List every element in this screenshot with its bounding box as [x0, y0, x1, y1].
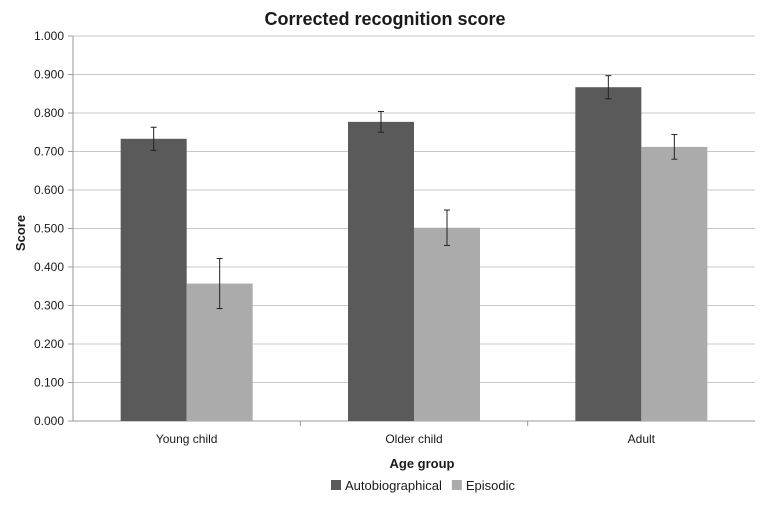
chart-title: Corrected recognition score [264, 9, 505, 29]
x-tick-label: Adult [628, 432, 656, 446]
legend: Autobiographical Episodic [331, 478, 515, 493]
y-tick-label: 1.000 [34, 29, 64, 43]
y-axis-title: Score [13, 215, 28, 251]
x-axis-title: Age group [390, 456, 455, 471]
y-tick-label: 0.300 [34, 299, 64, 313]
legend-label-episodic: Episodic [466, 478, 516, 493]
y-tick-label: 0.500 [34, 222, 64, 236]
y-tick-label: 0.000 [34, 414, 64, 428]
legend-swatch-autobiographical [331, 480, 341, 490]
y-tick-label: 0.700 [34, 145, 64, 159]
y-tick-label: 0.400 [34, 260, 64, 274]
bar-episodic-older-child [414, 227, 480, 421]
y-axis-ticks: 0.000 0.100 0.200 0.300 0.400 0.500 0.600 0.700… [34, 29, 755, 428]
bar-autobiographical-adult [575, 87, 642, 421]
bar-episodic-adult [641, 146, 708, 421]
y-tick-label: 0.200 [34, 337, 64, 351]
bar-autobiographical-young-child [120, 138, 187, 422]
y-tick-label: 0.800 [34, 106, 64, 120]
error-bars [150, 75, 678, 310]
legend-label-autobiographical: Autobiographical [345, 478, 442, 493]
legend-swatch-episodic [451, 480, 462, 490]
bars [120, 87, 708, 422]
y-tick-label: 0.600 [34, 183, 64, 197]
x-tick-label: Older child [385, 432, 442, 446]
x-axis-ticks: Young child Older child Adult [156, 421, 656, 446]
y-tick-label: 0.100 [34, 376, 64, 390]
bar-autobiographical-older-child [348, 121, 414, 421]
y-tick-label: 0.900 [34, 68, 64, 82]
x-tick-label: Young child [156, 432, 218, 446]
